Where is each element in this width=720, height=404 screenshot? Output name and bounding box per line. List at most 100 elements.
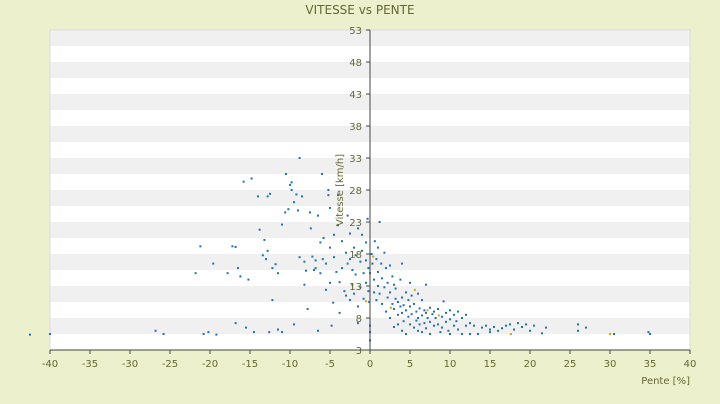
- x-tick-label: -35: [82, 359, 98, 370]
- data-point: [410, 313, 413, 316]
- data-point: [303, 283, 306, 286]
- data-point: [417, 317, 419, 319]
- data-point: [405, 333, 407, 335]
- data-point: [325, 262, 327, 265]
- data-point: [465, 313, 467, 316]
- data-point: [437, 323, 439, 326]
- x-tick-label: -20: [202, 359, 218, 370]
- data-point: [425, 327, 427, 330]
- data-point: [421, 299, 423, 302]
- data-point: [365, 300, 367, 303]
- data-point: [365, 281, 367, 284]
- data-point: [426, 317, 429, 319]
- data-point: [505, 324, 507, 327]
- x-tick-label: 5: [407, 359, 413, 370]
- data-point: [417, 292, 419, 295]
- data-point: [305, 269, 307, 272]
- data-point: [529, 329, 531, 332]
- data-point: [359, 286, 362, 289]
- data-point: [377, 285, 379, 287]
- data-point: [407, 299, 410, 302]
- data-point: [231, 245, 234, 248]
- data-point: [457, 328, 459, 331]
- data-point: [389, 291, 391, 294]
- data-point: [389, 317, 391, 319]
- data-point: [473, 324, 475, 327]
- data-point: [447, 329, 450, 332]
- data-point: [212, 262, 215, 265]
- data-point: [525, 323, 527, 326]
- data-point: [298, 256, 301, 259]
- data-point: [393, 325, 395, 328]
- data-point: [421, 314, 423, 317]
- data-point: [378, 292, 381, 295]
- data-point: [409, 323, 411, 326]
- data-point: [399, 278, 402, 281]
- data-point: [306, 308, 309, 311]
- data-point: [314, 259, 317, 262]
- data-point: [465, 324, 467, 327]
- data-point: [317, 214, 319, 217]
- data-point: [284, 211, 287, 214]
- data-point: [207, 331, 210, 334]
- data-point: [613, 333, 615, 335]
- x-tick-label: -30: [122, 359, 138, 370]
- data-point: [311, 255, 314, 258]
- data-point: [509, 323, 511, 326]
- data-point: [418, 323, 421, 326]
- y-tick-label: 43: [349, 90, 362, 101]
- data-point: [513, 328, 515, 331]
- data-point: [461, 317, 463, 319]
- data-point: [349, 258, 351, 261]
- data-point: [154, 329, 157, 332]
- x-tick-label: 40: [684, 359, 697, 370]
- data-point: [453, 324, 455, 327]
- data-point: [585, 326, 587, 329]
- data-point: [445, 311, 447, 314]
- data-point: [449, 309, 451, 312]
- data-point: [397, 313, 399, 316]
- data-point: [234, 245, 237, 248]
- data-point: [402, 304, 405, 307]
- data-point: [237, 267, 239, 270]
- data-point: [265, 258, 267, 261]
- data-point: [477, 333, 479, 335]
- data-point: [421, 331, 423, 334]
- data-point: [418, 307, 421, 310]
- data-point: [289, 183, 291, 186]
- data-point: [332, 301, 335, 304]
- data-point: [425, 311, 427, 314]
- data-point: [162, 333, 165, 335]
- data-point: [455, 320, 458, 323]
- data-point: [377, 270, 379, 273]
- y-tick-label: 48: [349, 58, 362, 69]
- data-point: [266, 249, 269, 252]
- data-point: [215, 333, 218, 336]
- data-point: [281, 223, 283, 226]
- x-tick-label: -5: [325, 359, 335, 370]
- data-point: [281, 331, 283, 334]
- data-point: [409, 281, 411, 284]
- data-point: [386, 296, 389, 299]
- data-point: [362, 297, 365, 300]
- data-point: [257, 195, 259, 198]
- data-point: [401, 329, 403, 332]
- y-tick-label: 38: [349, 122, 362, 133]
- data-point: [370, 253, 373, 255]
- data-point: [341, 267, 343, 270]
- data-point: [337, 194, 339, 197]
- y-axis-label: Vitesse [km/h]: [335, 154, 346, 226]
- data-point: [385, 267, 387, 270]
- data-point: [274, 263, 277, 266]
- data-point: [349, 299, 351, 302]
- y-tick-label: 53: [349, 26, 362, 37]
- data-point: [354, 273, 357, 276]
- data-point: [261, 254, 264, 257]
- data-point: [649, 333, 651, 335]
- data-point: [346, 214, 349, 217]
- data-point: [321, 258, 324, 261]
- data-point: [509, 333, 512, 335]
- data-point: [433, 324, 435, 327]
